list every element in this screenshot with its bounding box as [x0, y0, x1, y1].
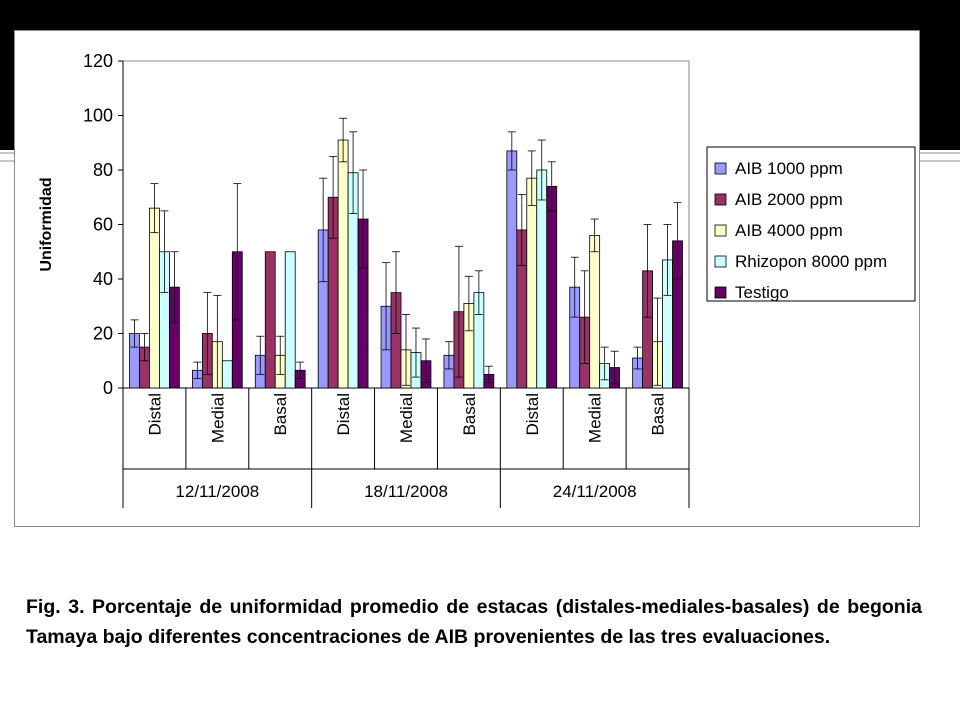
legend-swatch [714, 162, 727, 175]
legend-swatch [714, 193, 727, 206]
x-group-label: 24/11/2008 [553, 482, 637, 501]
legend-label: Testigo [735, 283, 789, 302]
chart-frame: 0 20 40 60 80 100 120 Uniformidad Distal Medial Ba… [14, 30, 920, 527]
bar [546, 185, 558, 389]
y-tick-label: 60 [93, 215, 113, 235]
bar [526, 177, 538, 389]
legend-label: AIB 1000 ppm [735, 159, 843, 178]
x-category-label: Medial [208, 393, 227, 443]
x-category-label: Medial [397, 393, 416, 443]
x-group-label: 18/11/2008 [364, 482, 448, 501]
x-category-label: Distal [334, 393, 353, 436]
legend-label: Rhizopon 8000 ppm [735, 252, 887, 271]
bar-chart: 0 20 40 60 80 100 120 Uniformidad Distal Medial Ba… [38, 51, 916, 508]
bar [506, 150, 518, 389]
bar [337, 139, 349, 389]
y-tick-label: 20 [93, 324, 113, 344]
legend-label: AIB 4000 ppm [735, 221, 843, 240]
x-category-label: Distal [145, 393, 164, 436]
x-category-label: Basal [649, 393, 668, 436]
legend-swatch [714, 224, 727, 237]
x-group-label: 12/11/2008 [175, 482, 259, 501]
y-tick-label: 100 [83, 106, 113, 126]
y-axis-title: Uniformidad [38, 177, 55, 271]
y-tick-label: 40 [93, 269, 113, 289]
legend-swatch [714, 255, 727, 268]
y-tick-label: 120 [83, 51, 113, 71]
legend-label: AIB 2000 ppm [735, 190, 843, 209]
y-tick-label: 0 [103, 378, 113, 398]
bar [536, 169, 548, 389]
bar [149, 207, 160, 389]
legend-box [706, 146, 916, 302]
x-category-label: Distal [523, 393, 542, 436]
bar [264, 251, 276, 389]
figure-caption: Fig. 3. Porcentaje de uniformidad promed… [26, 596, 922, 648]
x-category-label: Basal [271, 393, 290, 436]
bar [589, 234, 601, 389]
x-category-label: Basal [460, 393, 479, 436]
y-tick-label: 80 [93, 160, 113, 180]
bar [221, 360, 233, 389]
x-category-label: Medial [586, 393, 605, 443]
bar [284, 251, 296, 389]
legend-swatch [714, 286, 727, 299]
